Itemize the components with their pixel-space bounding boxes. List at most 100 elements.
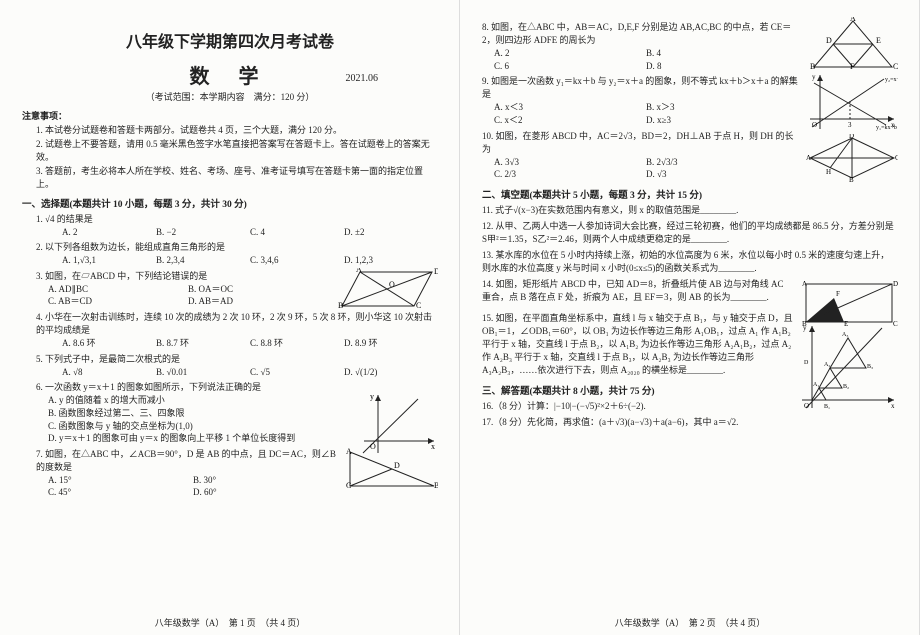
svg-text:O: O	[812, 121, 817, 129]
q14: 14. 如图，矩形纸片 ABCD 中，已知 AD＝8，折叠纸片使 AB 边与对角…	[482, 278, 898, 304]
svg-text:F: F	[850, 62, 855, 71]
svg-text:A: A	[850, 17, 856, 23]
q5-c: C. √5	[250, 366, 344, 379]
q10-b: B. 2√3/3	[646, 156, 798, 169]
q10: 10. 如图，在菱形 ABCD 中，AC＝2√3，BD＝2，DH⊥AB 于点 H…	[482, 130, 898, 181]
q7-c: C. 45°	[48, 486, 193, 499]
q15-stem: 15. 如图，在平面直角坐标系中，直线 l 与 x 轴交于点 B₁，与 y 轴交…	[482, 313, 793, 375]
q4-a: A. 8.6 环	[62, 337, 156, 350]
q9-c: C. x＜2	[494, 114, 646, 127]
q8-d: D. 8	[646, 60, 798, 73]
page-1: 八年级下学期第四次月考试卷 数 学 2021.06 （考试范围：本学期内容 满分…	[0, 0, 460, 635]
svg-text:A: A	[346, 448, 352, 456]
svg-text:A: A	[802, 280, 807, 288]
svg-text:y₂=x+a: y₂=x+a	[885, 77, 898, 83]
svg-text:A: A	[356, 268, 362, 274]
svg-text:B: B	[849, 176, 854, 182]
svg-text:y: y	[803, 324, 807, 332]
q2-c: C. 3,4,6	[250, 254, 344, 267]
notice-3: 3. 答题前，考生必将本人所在学校、姓名、考场、座号、准考证号填写在答题卡第一面…	[36, 165, 438, 192]
q6-d: D. y＝x＋1 的图象可由 y＝x 的图象向上平移 1 个单位长度得到	[48, 432, 348, 445]
q5-b: B. √0.01	[156, 366, 250, 379]
q9-d: D. x≥3	[646, 114, 798, 127]
q9: 9. 如图是一次函数 y₁＝kx＋b 与 y₂＝x＋a 的图象，则不等式 kx＋…	[482, 75, 898, 126]
q4-d: D. 8.9 环	[344, 337, 438, 350]
q6: 6. 一次函数 y＝x＋1 的图象如图所示，下列说法正确的是 A. y 的值随着…	[36, 381, 438, 444]
q1-a: A. 2	[62, 226, 156, 239]
q10-c: C. 2/3	[494, 168, 646, 181]
svg-text:H: H	[826, 168, 831, 176]
q8-stem: 8. 如图，在△ABC 中，AB＝AC，D,E,F 分别是边 AB,AC,BC …	[482, 21, 798, 47]
svg-text:F: F	[836, 290, 840, 298]
q7-b: B. 30°	[193, 474, 338, 487]
q1-stem: 1. √4 的结果是	[36, 213, 438, 226]
q3-d: D. AB＝AD	[188, 295, 328, 308]
notice-2: 2. 试题卷上不要答题，请用 0.5 毫米黑色签字水笔直接把答案写在答题卡上。答…	[36, 138, 438, 165]
q2-b: B. 2,3,4	[156, 254, 250, 267]
q1: 1. √4 的结果是 A. 2 B. −2 C. 4 D. ±2	[36, 213, 438, 239]
q15: 15. 如图，在平面直角坐标系中，直线 l 与 x 轴交于点 B₁，与 y 轴交…	[482, 312, 898, 377]
q6-line-chart-icon: xy O	[358, 391, 438, 456]
q10-d: D. √3	[646, 168, 798, 181]
q7: 7. 如图，在△ABC 中，∠ACB＝90°，D 是 AB 的中点，且 DC＝A…	[36, 448, 438, 499]
svg-text:D: D	[434, 268, 438, 276]
q5-stem: 5. 下列式子中，是最简二次根式的是	[36, 353, 438, 366]
q10-stem: 10. 如图，在菱形 ABCD 中，AC＝2√3，BD＝2，DH⊥AB 于点 H…	[482, 130, 798, 156]
q16: 16.（8 分）计算：|−10|−(−√5)²×2＋6÷(−2).	[482, 400, 898, 413]
q3-b: B. OA＝OC	[188, 283, 328, 296]
notice-1: 1. 本试卷分试题卷和答题卡两部分。试题卷共 4 页，三个大题，满分 120 分…	[36, 124, 438, 138]
q6-stem: 6. 一次函数 y＝x＋1 的图象如图所示，下列说法正确的是	[36, 381, 348, 394]
q12: 12. 从甲、乙两人中选一人参加诗词大会比赛，经过三轮初赛，他们的平均成绩都是 …	[482, 220, 898, 246]
svg-text:A₂: A₂	[824, 362, 830, 368]
q8-c: C. 6	[494, 60, 646, 73]
q9-intersect-chart-icon: xy O y₂=x+a y₁=kx+b 3	[806, 71, 898, 133]
q10-rhombus-icon: AC DB H	[806, 134, 898, 182]
q7-d: D. 60°	[193, 486, 338, 499]
q7-triangle-icon: A D C B	[346, 448, 438, 490]
q4-c: C. 8.8 环	[250, 337, 344, 350]
q3: 3. 如图，在▱ABCD 中，下列结论错误的是 A. AD∥BC B. OA＝O…	[36, 270, 438, 308]
svg-text:B: B	[434, 481, 438, 490]
svg-text:y: y	[812, 73, 816, 81]
svg-text:O: O	[389, 280, 395, 289]
notice-heading: 注意事项：	[22, 109, 438, 122]
svg-text:A₁: A₁	[813, 382, 819, 388]
svg-text:A: A	[806, 154, 811, 162]
section-2-heading: 二、填空题(本题共计 5 小题，每题 3 分，共计 15 分)	[482, 187, 898, 201]
footer-right: 八年级数学（A） 第 2 页 （共 4 页）	[460, 616, 920, 629]
q8-b: B. 4	[646, 47, 798, 60]
q6-c: C. 函数图象与 y 轴的交点坐标为(1,0)	[48, 420, 348, 433]
q1-d: D. ±2	[344, 226, 438, 239]
q2-stem: 2. 以下列各组数为边长，能组成直角三角形的是	[36, 241, 438, 254]
q3-stem: 3. 如图，在▱ABCD 中，下列结论错误的是	[36, 270, 328, 283]
svg-text:D: D	[826, 36, 832, 45]
q9-b: B. x＞3	[646, 101, 798, 114]
svg-text:C: C	[346, 481, 351, 490]
svg-text:C: C	[416, 301, 421, 310]
footer-left: 八年级数学（A） 第 1 页 （共 4 页）	[0, 616, 460, 629]
q3-a: A. AD∥BC	[48, 283, 188, 296]
q8-triangle-icon: A DE BFC	[808, 17, 898, 71]
q4-stem: 4. 小华在一次射击训练时，连续 10 次的成绩为 2 次 10 环，2 次 9…	[36, 311, 438, 337]
q5-a: A. √8	[62, 366, 156, 379]
title-main: 八年级下学期第四次月考试卷	[22, 28, 438, 52]
svg-text:C: C	[893, 62, 898, 71]
svg-text:D: D	[394, 461, 400, 470]
svg-text:y: y	[370, 392, 374, 401]
svg-text:B₂: B₂	[843, 384, 849, 390]
svg-text:B₃: B₃	[867, 364, 873, 370]
page-2: 8. 如图，在△ABC 中，AB＝AC，D,E,F 分别是边 AB,AC,BC …	[460, 0, 920, 635]
q5: 5. 下列式子中，是最简二次根式的是 A. √8 B. √0.01 C. √5 …	[36, 353, 438, 379]
q9-a: A. x＜3	[494, 101, 646, 114]
svg-text:D: D	[893, 280, 898, 288]
scope: （考试范围：本学期内容 满分：120 分）	[22, 90, 438, 103]
q8: 8. 如图，在△ABC 中，AB＝AC，D,E,F 分别是边 AB,AC,BC …	[482, 21, 898, 72]
svg-text:B: B	[338, 301, 343, 310]
svg-text:D: D	[804, 360, 809, 366]
svg-text:3: 3	[848, 121, 852, 129]
q2-a: A. 1,√3,1	[62, 254, 156, 267]
q7-a: A. 15°	[48, 474, 193, 487]
svg-text:B: B	[810, 62, 815, 71]
q14-stem: 14. 如图，矩形纸片 ABCD 中，已知 AD＝8，折叠纸片使 AB 边与对角…	[482, 279, 784, 302]
q4: 4. 小华在一次射击训练时，连续 10 次的成绩为 2 次 10 环，2 次 9…	[36, 311, 438, 350]
